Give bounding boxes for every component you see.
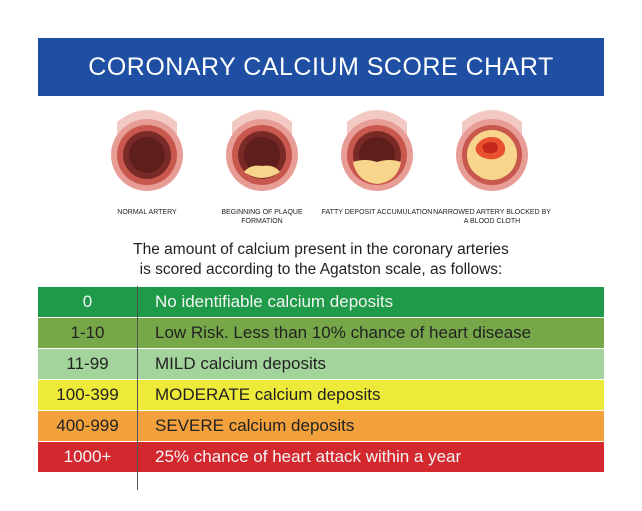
scale-row: 0 No identifiable calcium deposits (38, 286, 604, 318)
artery-normal: NORMAL ARTERY (87, 100, 207, 230)
score-range: 400-999 (38, 410, 138, 442)
score-description: MODERATE calcium deposits (137, 379, 604, 411)
artery-label: FATTY DEPOSIT ACCUMULATION (321, 209, 433, 216)
artery-normal-illustration (111, 110, 183, 191)
score-description: SEVERE calcium deposits (137, 410, 604, 442)
chart-title: CORONARY CALCIUM SCORE CHART (88, 52, 554, 81)
score-description: MILD calcium deposits (137, 348, 604, 380)
score-range: 1-10 (38, 317, 138, 349)
score-description: Low Risk. Less than 10% chance of heart … (137, 317, 604, 349)
scale-row: 11-99 MILD calcium deposits (38, 348, 604, 380)
artery-label: BEGINNING OF PLAQUE FORMATION (221, 209, 303, 225)
scale-row: 400-999 SEVERE calcium deposits (38, 410, 604, 442)
scale-row: 100-399 MODERATE calcium deposits (38, 379, 604, 411)
artery-narrowed-blocked-illustration (456, 110, 528, 191)
score-description: No identifiable calcium deposits (137, 286, 604, 318)
artery-fatty-deposit: FATTY DEPOSIT ACCUMULATION (317, 100, 437, 230)
artery-plaque-beginning: BEGINNING OF PLAQUE FORMATION (202, 100, 322, 230)
table-divider-tail (137, 472, 138, 490)
artery-narrowed-blocked: NARROWED ARTERY BLOCKED BY A BLOOD CLOTH (432, 100, 552, 230)
score-range: 1000+ (38, 441, 138, 472)
chart-title-banner: CORONARY CALCIUM SCORE CHART (38, 38, 604, 96)
intro-line-1: The amount of calcium present in the cor… (133, 241, 509, 258)
score-range: 11-99 (38, 348, 138, 380)
artery-fatty-deposit-illustration (341, 110, 413, 191)
artery-label: NORMAL ARTERY (117, 209, 177, 216)
intro-line-2: is scored according to the Agatston scal… (139, 261, 503, 278)
scale-row: 1000+ 25% chance of heart attack within a… (38, 441, 604, 472)
score-range: 100-399 (38, 379, 138, 411)
artery-label: NARROWED ARTERY BLOCKED BY A BLOOD CLOTH (433, 209, 551, 225)
score-range: 0 (38, 286, 138, 318)
artery-plaque-beginning-illustration (226, 110, 298, 191)
scale-row: 1-10 Low Risk. Less than 10% chance of he… (38, 317, 604, 349)
agatston-scale-table: 0 No identifiable calcium deposits 1-10 Low… (38, 286, 604, 472)
intro-text: The amount of calcium present in the cor… (38, 240, 604, 280)
score-description: 25% chance of heart attack within a year (137, 441, 604, 472)
